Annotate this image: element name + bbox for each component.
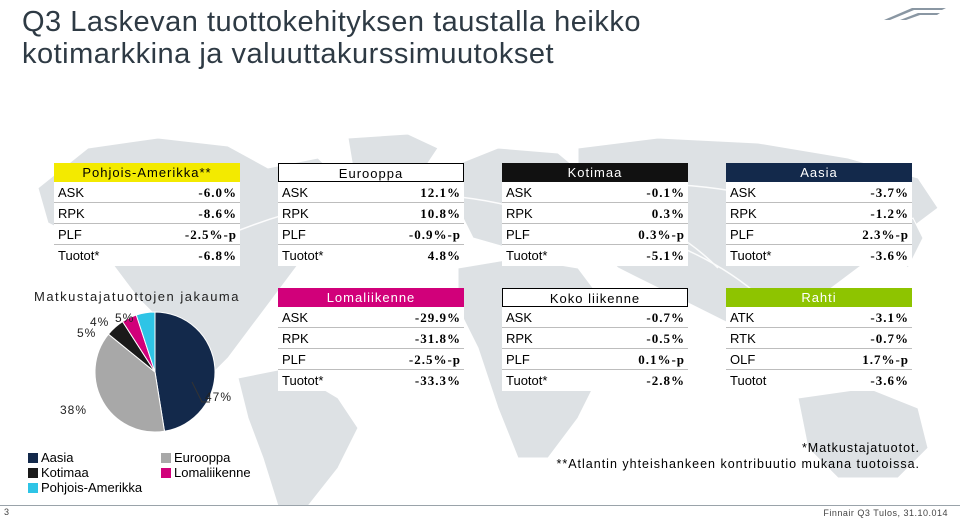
legend-item-north-america: Pohjois-Amerikka [28, 480, 142, 496]
region-header: Kotimaa [502, 163, 688, 182]
legend-swatch [161, 453, 171, 463]
title-line-1: Q3 Laskevan tuottokehityksen taustalla h… [22, 6, 641, 38]
table-row: Tuotot* -5.1% [506, 248, 685, 263]
legend-swatch [28, 453, 38, 463]
region-table-asia: Aasia ASK -3.7% RPK -1.2% PLF 2.3%-p Tuotot… [726, 163, 912, 266]
table-row: Tuotot -3.6% [730, 373, 909, 388]
legend-swatch [161, 468, 171, 478]
pie-label-leader-asia [191, 381, 210, 403]
footnote-2: **Atlantin yhteishankeen kontribuutio mu… [556, 457, 920, 471]
table-row: ASK 12.1% [278, 182, 464, 203]
table-row: Tuotot* -2.8% [506, 373, 685, 388]
table-row: Tuotot* -6.8% [58, 248, 237, 263]
table-row: Tuotot* 4.8% [282, 248, 461, 263]
legend-item-leisure: Lomaliikenne [161, 465, 251, 481]
region-header: Aasia [726, 163, 912, 182]
table-row: PLF 0.1%-p [502, 349, 688, 370]
table-row: Tuotot* -33.3% [282, 373, 461, 388]
distribution-title: Matkustajatuottojen jakauma [34, 289, 240, 304]
page-title: Q3 Laskevan tuottokehityksen taustalla h… [22, 6, 641, 70]
table-row: PLF 0.3%-p [502, 224, 688, 245]
table-row: RPK 0.3% [502, 203, 688, 224]
pie-label-leisure: 4% [90, 315, 110, 329]
legend-item-asia: Aasia [28, 450, 74, 466]
pie-slice-eurooppa [94, 333, 166, 433]
pie-label-asia: 47% [205, 390, 233, 404]
table-row: RPK -1.2% [726, 203, 912, 224]
table-row: ASK -29.9% [278, 307, 464, 328]
table-row: ASK -0.7% [502, 307, 688, 328]
region-table-domestic: Kotimaa ASK -0.1% RPK 0.3% PLF 0.3%-p Tuoto… [502, 163, 688, 266]
table-row: Tuotot* -3.6% [730, 248, 909, 263]
table-row: RPK -0.5% [502, 328, 688, 349]
table-row: PLF 2.3%-p [726, 224, 912, 245]
legend-item-domestic: Kotimaa [28, 465, 89, 481]
legend-swatch [28, 468, 38, 478]
revenue-distribution-pie [94, 311, 216, 433]
footer-text: Finnair Q3 Tulos, 31.10.014 [823, 508, 948, 518]
pie-label-europe: 38% [60, 403, 88, 417]
pie-slice-aasia [154, 311, 216, 432]
region-table-north-america: Pohjois-Amerikka** ASK -6.0% RPK -8.6% PLF… [54, 163, 240, 266]
legend-item-europe: Eurooppa [161, 450, 230, 466]
pie-label-domestic: 5% [77, 326, 97, 340]
footnote-1: *Matkustajatuotot. [801, 441, 920, 455]
table-row: ASK -0.1% [502, 182, 688, 203]
table-row: PLF -2.5%-p [54, 224, 240, 245]
region-table-europe: Eurooppa ASK 12.1% RPK 10.8% PLF -0.9%-p Tu… [278, 163, 464, 266]
table-row: ASK -3.7% [726, 182, 912, 203]
region-header: Koko liikenne [502, 288, 688, 307]
region-header: Lomaliikenne [278, 288, 464, 307]
region-table-cargo: Rahti ATK -3.1% RTK -0.7% OLF 1.7%-p Tuotot… [726, 288, 912, 391]
region-header: Pohjois-Amerikka** [54, 163, 240, 182]
pie-slice-pohjois-amerikka [135, 311, 156, 373]
region-table-leisure: Lomaliikenne ASK -29.9% RPK -31.8% PLF -2.5… [278, 288, 464, 391]
table-row: ATK -3.1% [726, 307, 912, 328]
table-row: ASK -6.0% [54, 182, 240, 203]
page-number: 3 [4, 507, 10, 517]
table-row: RTK -0.7% [726, 328, 912, 349]
title-line-2: kotimarkkina ja valuuttakurssimuutokset [22, 38, 555, 70]
region-header: Eurooppa [278, 163, 464, 182]
table-row: RPK -31.8% [278, 328, 464, 349]
table-row: PLF -2.5%-p [278, 349, 464, 370]
table-row: PLF -0.9%-p [278, 224, 464, 245]
legend-swatch [28, 483, 38, 493]
finnair-logo-icon [884, 8, 946, 20]
table-row: RPK 10.8% [278, 203, 464, 224]
footer-divider [0, 505, 960, 506]
table-row: RPK -8.6% [54, 203, 240, 224]
footnotes: *Matkustajatuotot. **Atlantin yhteishank… [556, 440, 920, 472]
region-table-total: Koko liikenne ASK -0.7% RPK -0.5% PLF 0.1%-… [502, 288, 688, 391]
pie-label-north-america: 5% [115, 311, 135, 325]
region-header: Rahti [726, 288, 912, 307]
table-row: OLF 1.7%-p [726, 349, 912, 370]
